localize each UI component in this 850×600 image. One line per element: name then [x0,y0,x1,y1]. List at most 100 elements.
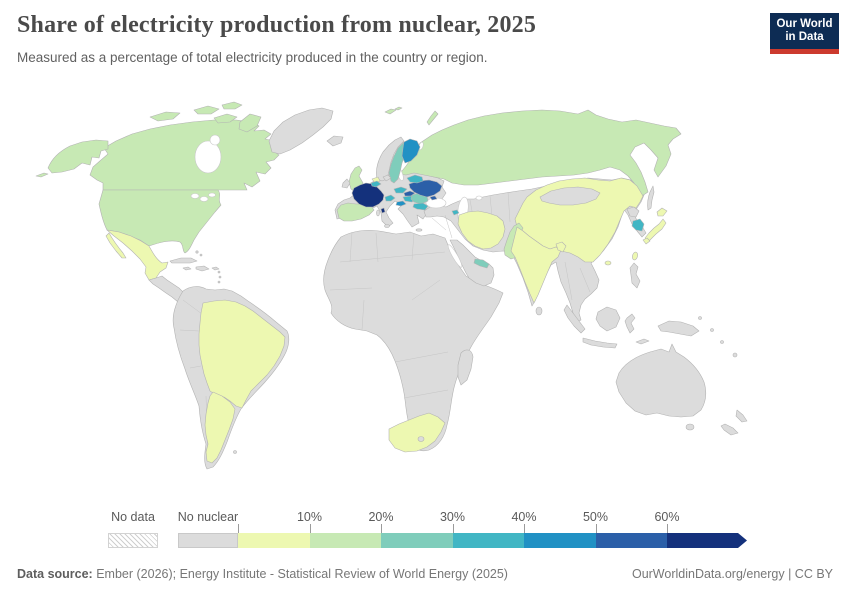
legend-bucket-3[interactable] [452,533,524,548]
country-finland[interactable] [401,138,421,164]
timor[interactable] [635,338,650,345]
country-bangladesh[interactable] [555,241,567,253]
country-iceland[interactable] [326,135,344,147]
country-france[interactable] [351,182,385,208]
sulawesi[interactable] [624,313,636,334]
canada-arctic-islands[interactable] [149,111,181,122]
legend-bucket-6[interactable] [667,533,747,548]
country-denmark[interactable] [382,174,392,182]
country-belarus[interactable] [406,174,424,184]
owid-logo[interactable]: Our World in Data [770,13,839,49]
jamaica[interactable] [182,266,192,271]
sumatra[interactable] [563,304,586,334]
country-mongolia[interactable] [539,186,601,206]
country-philippines[interactable] [629,262,641,289]
country-japan[interactable] [642,237,651,245]
country-madagascar[interactable] [457,349,474,386]
legend-tick-label: 40% [511,510,537,524]
country-sri-lanka[interactable] [535,306,543,316]
country-czechia[interactable] [393,186,408,194]
canada-arctic-islands[interactable] [193,105,220,115]
country-japan[interactable] [656,207,668,217]
country-north-korea[interactable] [626,206,640,218]
svalbard[interactable] [394,106,403,111]
sakhalin[interactable] [647,185,655,211]
license-label[interactable]: CC BY [794,567,833,581]
country-mexico[interactable] [106,229,169,281]
novaya-zemlya[interactable] [426,110,439,126]
no-data-swatch[interactable] [108,533,158,548]
region-alaska[interactable] [47,139,109,174]
legend-bucket-4[interactable] [524,533,596,548]
canada-arctic-islands[interactable] [221,101,243,110]
red-sea [447,244,463,268]
lesser-antilles[interactable] [217,270,221,274]
hispaniola[interactable] [195,265,210,272]
legend-tick [667,524,668,533]
crete[interactable] [415,228,423,232]
canada-arctic-islands[interactable] [213,113,238,124]
country-iran[interactable] [457,210,506,250]
pacific-islands[interactable] [732,352,738,358]
country-norway[interactable] [376,136,405,182]
svalbard[interactable] [384,108,397,115]
new-guinea[interactable] [657,320,700,337]
country-south-africa[interactable] [388,412,446,453]
baja-california[interactable] [105,232,127,259]
pacific-islands[interactable] [698,316,702,320]
country-uae[interactable] [473,258,490,269]
owid-link[interactable]: OurWorldinData.org/energy [631,567,785,581]
lesser-antilles[interactable] [217,280,221,284]
canada-arctic-islands[interactable] [238,113,262,133]
country-brazil[interactable] [198,299,286,409]
lesser-antilles[interactable] [218,275,222,279]
corsica[interactable] [380,207,386,214]
pacific-islands[interactable] [710,328,714,332]
crimea[interactable] [429,195,438,201]
country-greenland[interactable] [268,107,334,155]
country-taiwan[interactable] [632,251,639,261]
bahamas[interactable] [195,250,199,254]
country-belgium[interactable] [370,180,382,188]
country-canada[interactable] [89,119,281,191]
country-japan[interactable] [644,218,667,243]
legend-tick [309,524,311,533]
no-nuclear-swatch[interactable] [178,533,238,548]
legend-tick [595,524,597,533]
aleutians[interactable] [35,172,49,178]
falkland-islands[interactable] [233,450,237,454]
country-russia[interactable] [397,109,682,197]
country-south-korea[interactable] [631,218,645,232]
country-slovenia[interactable] [395,200,407,207]
country-ireland[interactable] [341,178,351,189]
region-arabia[interactable] [449,239,495,287]
country-australia[interactable] [615,343,706,418]
java[interactable] [582,337,618,349]
hainan[interactable] [604,260,612,266]
pacific-islands[interactable] [720,340,724,344]
country-new-zealand[interactable] [720,423,739,436]
country-new-zealand[interactable] [735,409,748,423]
tasmania[interactable] [685,423,695,431]
great-lakes [190,193,200,199]
legend-bucket-2[interactable] [381,533,453,548]
legend-bucket-0[interactable] [238,533,310,548]
country-switzerland[interactable] [384,194,396,202]
country-cuba[interactable] [169,257,198,264]
legend-tick [524,524,525,533]
sicily[interactable] [384,224,390,228]
country-argentina[interactable] [204,391,236,464]
country-armenia[interactable] [451,209,460,216]
country-ukraine[interactable] [408,179,443,198]
puerto-rico[interactable] [211,266,220,271]
sardinia[interactable] [376,209,380,217]
bahamas[interactable] [199,253,203,257]
legend-bucket-1[interactable] [309,533,381,548]
borneo[interactable] [595,306,621,332]
country-bulgaria[interactable] [412,202,429,211]
license-note: OurWorldinData.org/energy | CC BY [632,567,833,581]
country-lesotho[interactable] [417,436,425,442]
legend-bucket-5[interactable] [595,533,667,548]
country-india[interactable] [510,226,562,304]
